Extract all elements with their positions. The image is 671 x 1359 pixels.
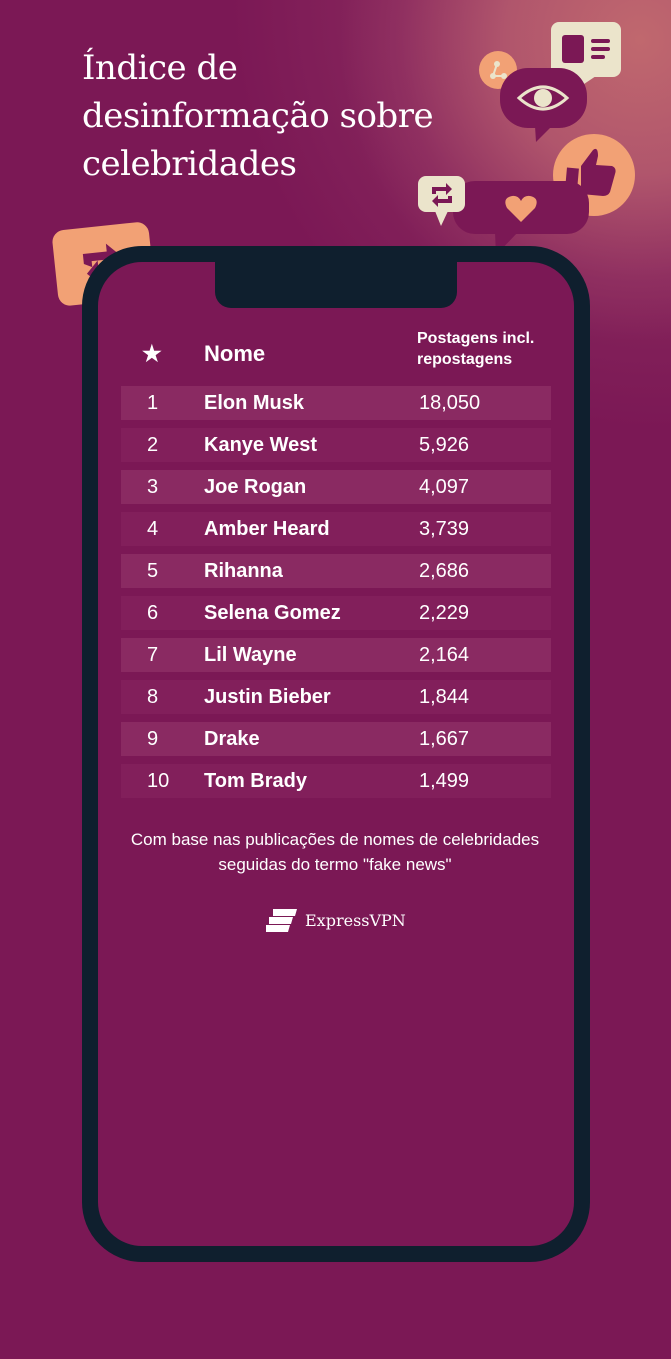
celebrity-name: Lil Wayne xyxy=(204,644,297,666)
table-row: 9 Drake 1,667 xyxy=(121,722,551,756)
table-row: 2 Kanye West 5,926 xyxy=(121,428,551,462)
rank: 6 xyxy=(147,602,159,624)
rank: 4 xyxy=(147,518,159,540)
expressvpn-logo: ExpressVPN xyxy=(265,907,406,933)
post-count: 18,050 xyxy=(419,392,481,414)
rank: 9 xyxy=(147,728,159,750)
header-name: Nome xyxy=(204,341,266,366)
rank: 5 xyxy=(147,560,159,582)
table-row: 8 Justin Bieber 1,844 xyxy=(121,680,551,714)
table-row: 6 Selena Gomez 2,229 xyxy=(121,596,551,630)
table-row: 10 Tom Brady 1,499 xyxy=(121,764,551,798)
celebrity-name: Selena Gomez xyxy=(204,602,341,624)
celebrity-name: Amber Heard xyxy=(204,518,330,540)
star-icon: ★ xyxy=(142,341,162,366)
rank: 2 xyxy=(147,434,159,456)
table-row: 4 Amber Heard 3,739 xyxy=(121,512,551,546)
table-row: 3 Joe Rogan 4,097 xyxy=(121,470,551,504)
post-count: 2,686 xyxy=(419,560,470,582)
repost-bubble-icon xyxy=(418,176,465,226)
post-count: 5,926 xyxy=(419,434,470,456)
table-row: 5 Rihanna 2,686 xyxy=(121,554,551,588)
phone-notch xyxy=(215,262,457,308)
post-count: 2,229 xyxy=(419,602,470,624)
header-posts: Postagens incl. repostagens xyxy=(417,328,534,370)
header-posts-line2: repostagens xyxy=(417,351,513,368)
rank: 7 xyxy=(147,644,159,666)
celebrity-name: Justin Bieber xyxy=(204,686,331,708)
rank: 3 xyxy=(147,476,159,498)
celebrity-name: Joe Rogan xyxy=(204,476,307,498)
post-count: 1,499 xyxy=(419,770,470,792)
post-count: 2,164 xyxy=(419,644,470,666)
celebrity-name: Kanye West xyxy=(204,434,318,456)
rank: 10 xyxy=(147,770,170,792)
header-posts-line1: Postagens incl. xyxy=(417,330,535,347)
celebrity-name: Tom Brady xyxy=(204,770,307,792)
page-title: Índice de desinformação sobre celebridad… xyxy=(82,48,434,184)
post-count: 3,739 xyxy=(419,518,470,540)
rank: 8 xyxy=(147,686,159,708)
post-count: 1,667 xyxy=(419,728,470,750)
expressvpn-logo-icon xyxy=(266,909,297,932)
brand-name: ExpressVPN xyxy=(305,910,406,930)
post-count: 1,844 xyxy=(419,686,470,708)
rank: 1 xyxy=(147,392,159,414)
celebrity-name: Drake xyxy=(204,728,260,750)
post-count: 4,097 xyxy=(419,476,470,498)
table-row: 1 Elon Musk 18,050 xyxy=(121,386,551,420)
heart-bubble-icon xyxy=(453,181,589,255)
table-row: 7 Lil Wayne 2,164 xyxy=(121,638,551,672)
footnote: Com base nas publicações de nomes de cel… xyxy=(130,830,540,874)
celebrity-name: Elon Musk xyxy=(204,392,305,414)
celebrity-name: Rihanna xyxy=(204,560,283,582)
eye-bubble-icon xyxy=(500,68,587,142)
